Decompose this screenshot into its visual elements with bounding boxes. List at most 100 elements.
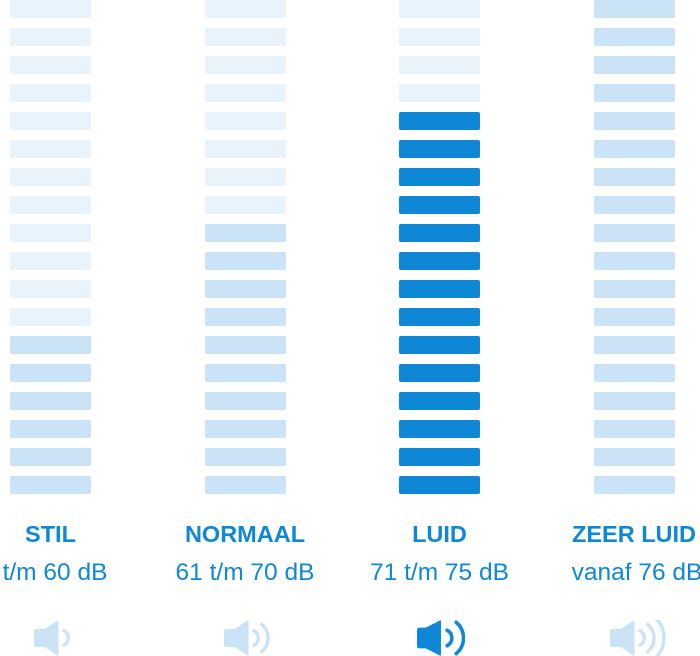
meter-segment-filled [593,448,675,466]
meter-segment-empty [204,112,286,130]
meter-segment-empty [10,252,91,270]
meter-segment-empty [10,56,91,74]
speaker-body [33,619,59,656]
meter-segment-empty [10,84,91,102]
meter-segment-empty [204,0,286,18]
meter-segment-filled [204,392,286,410]
meter-segment-filled [593,252,675,270]
meter-segment-empty [10,112,91,130]
meter-segment-filled [204,364,286,382]
category-label-zeer-luid: ZEER LUID [571,521,697,548]
meter-segment-filled [593,0,675,18]
meter-segment-empty [10,28,91,46]
meter-segment-filled [593,28,675,46]
meter-segment-filled [10,448,91,466]
speaker-icon-zeer-luid [541,619,700,656]
meter-segment-filled [10,364,91,382]
meter-segment-empty [204,168,286,186]
range-label-normaal: 61 t/m 70 dB [175,559,315,586]
meter-segment-filled [399,168,480,186]
bar-stack-normaal [204,0,286,504]
meter-segment-filled [593,224,675,242]
sound-wave [454,620,465,655]
meter-segment-filled [593,84,675,102]
meter-segment-filled [399,280,480,298]
sound-wave [638,628,646,647]
speaker-icon-normaal [149,619,344,656]
speaker-1-waves-icon [33,619,70,656]
meter-segment-filled [204,420,286,438]
meter-segment-filled [399,112,480,130]
meter-segment-filled [204,448,286,466]
meter-segment-empty [10,0,91,18]
meter-segment-empty [204,28,286,46]
sound-wave [655,619,666,656]
meter-segment-filled [10,392,91,410]
meter-segment-filled [399,336,480,354]
meter-segment-filled [204,252,286,270]
meter-segment-filled [593,308,675,326]
column-normaal: NORMAAL 61 t/m 70 dB [148,0,343,656]
meter-segment-filled [204,308,286,326]
meter-segment-empty [399,28,480,46]
meter-segment-empty [10,168,91,186]
meter-segment-filled [10,476,91,494]
meter-segment-filled [399,308,480,326]
meter-segment-empty [399,0,480,18]
sound-wave [259,622,270,653]
speaker-body [610,619,635,656]
meter-segment-empty [10,140,91,158]
speaker-body [416,619,441,656]
category-label-normaal: NORMAAL [184,521,306,548]
meter-segment-empty [10,196,91,214]
meter-segment-filled [399,224,480,242]
category-label-stil: STIL [25,521,76,548]
meter-segment-filled [593,336,675,354]
bar-stack-luid [399,0,480,504]
meter-segment-filled [593,56,675,74]
range-label-stil: t/m 60 dB [2,559,108,586]
speaker-3-waves-icon [610,619,666,656]
meter-segment-filled [204,476,286,494]
meter-segment-filled [593,420,675,438]
meter-segment-empty [204,84,286,102]
column-stil: STIL t/m 60 dB [0,0,148,656]
meter-segment-filled [399,420,480,438]
meter-segment-filled [399,196,480,214]
column-luid: LUID 71 t/m 75 dB [342,0,537,656]
meter-segment-filled [593,168,675,186]
meter-segment-empty [204,56,286,74]
meter-segment-filled [593,476,675,494]
speaker-2-waves-icon [416,619,465,656]
meter-segment-filled [593,364,675,382]
meter-segment-empty [204,196,286,214]
sound-wave [445,627,454,648]
sound-wave [645,622,656,653]
category-label-luid: LUID [412,521,467,548]
meter-segment-empty [399,84,480,102]
meter-segment-filled [593,140,675,158]
meter-segment-filled [399,476,480,494]
meter-segment-filled [593,392,675,410]
range-label-zeer-luid: vanaf 76 dB [571,559,700,586]
range-label-luid: 71 t/m 75 dB [370,559,509,586]
speaker-icon-stil [0,619,149,656]
speaker-icon-luid [344,619,539,656]
speaker-2-waves-icon [223,619,270,656]
meter-segment-filled [204,224,286,242]
bar-stack-zeer-luid [593,0,675,504]
meter-segment-filled [399,140,480,158]
meter-segment-filled [593,280,675,298]
meter-segment-empty [10,224,91,242]
meter-segment-empty [399,56,480,74]
meter-segment-filled [399,392,480,410]
sound-wave [251,628,260,647]
column-zeer-luid: ZEER LUID vanaf 76 dB [537,0,700,656]
meter-segment-filled [593,112,675,130]
meter-segment-filled [399,364,480,382]
meter-segment-empty [10,308,91,326]
meter-segment-filled [204,336,286,354]
meter-segment-filled [399,252,480,270]
sound-wave [62,628,70,647]
